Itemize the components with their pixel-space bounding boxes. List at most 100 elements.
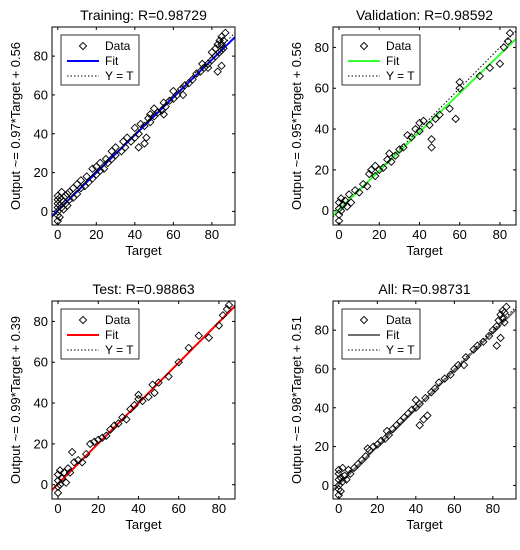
data-point: [140, 139, 149, 148]
y-tick-label: 60: [34, 355, 48, 370]
data-point: [85, 439, 95, 449]
data-point: [99, 164, 109, 173]
data-point: [340, 196, 350, 205]
data-point: [445, 104, 454, 113]
plot-content: [333, 28, 516, 225]
data-point: [407, 405, 417, 414]
data-point: [334, 475, 344, 484]
data-point: [336, 486, 345, 496]
legend-label: Fit: [386, 54, 400, 68]
data-point: [126, 404, 135, 414]
data-point: [346, 198, 356, 207]
y-tick-label: 0: [41, 204, 48, 219]
legend-data-marker: [359, 315, 369, 325]
data-point: [461, 353, 471, 362]
data-point: [134, 129, 143, 139]
data-point: [415, 399, 424, 409]
x-axis-label: Target: [125, 517, 162, 532]
data-point: [184, 343, 193, 353]
data-point: [114, 419, 123, 428]
y-tick-label: 40: [34, 396, 48, 411]
data-point: [153, 108, 163, 117]
data-point: [427, 143, 436, 152]
x-tick-label: 0: [54, 227, 61, 242]
data-point: [118, 413, 127, 422]
data-point: [475, 71, 485, 81]
x-tick-label: 60: [171, 501, 185, 516]
data-point: [164, 372, 173, 381]
data-point: [134, 390, 143, 400]
x-tick-label: 20: [370, 501, 384, 516]
legend-label: Data: [386, 39, 412, 53]
data-point: [111, 150, 120, 160]
legend-label: Fit: [386, 328, 400, 342]
x-tick-label: 0: [335, 227, 342, 242]
data-point: [391, 151, 400, 160]
data-point: [346, 469, 355, 479]
data-point: [370, 171, 380, 181]
data-point: [403, 130, 412, 140]
data-point: [77, 458, 87, 467]
y-tick-label: 60: [34, 87, 48, 102]
data-point: [370, 161, 380, 171]
legend-label: Data: [386, 313, 412, 327]
data-point: [498, 314, 507, 323]
data-point: [106, 425, 115, 434]
data-point: [172, 90, 182, 100]
data-point: [192, 69, 201, 78]
data-point: [161, 102, 170, 111]
data-point: [213, 67, 222, 76]
y-tick-label: 0: [41, 477, 48, 492]
data-point: [407, 132, 416, 142]
x-tick-label: 80: [205, 227, 219, 242]
chart-title: All: R=0.98731: [378, 281, 470, 297]
legend-label: Y = T: [105, 69, 134, 83]
data-point: [67, 447, 77, 457]
data-point: [55, 480, 65, 489]
data-point: [154, 378, 163, 387]
data-point: [338, 463, 347, 473]
data-point: [138, 396, 147, 406]
data-point: [415, 118, 424, 128]
data-point: [76, 176, 86, 185]
y-tick-label: 80: [315, 40, 329, 55]
data-point: [505, 28, 515, 38]
data-point: [455, 77, 464, 87]
data-point: [496, 333, 505, 343]
data-point: [492, 341, 501, 350]
legend-label: Y = T: [386, 343, 415, 357]
x-tick-label: 20: [91, 501, 105, 516]
axes-box: [51, 300, 236, 500]
data-point: [376, 436, 386, 446]
data-point: [203, 63, 213, 73]
data-point: [65, 468, 75, 477]
data-point: [338, 477, 347, 486]
data-point: [53, 482, 63, 491]
data-point: [455, 84, 464, 93]
fit-line: [333, 308, 516, 491]
data-point: [95, 158, 105, 168]
y-tick-label: 40: [315, 122, 329, 137]
data-point: [204, 333, 214, 342]
data-point: [435, 110, 444, 120]
data-point: [218, 311, 228, 320]
data-point: [134, 143, 143, 152]
x-tick-label: 0: [54, 501, 61, 516]
data-point: [134, 394, 143, 404]
y-tick-label: 20: [34, 165, 48, 180]
data-point: [130, 123, 140, 133]
data-point: [494, 316, 503, 325]
y-axis-label: Output ~= 0.95*Target + 0.56: [289, 42, 304, 210]
data-point: [88, 164, 97, 173]
y-tick-label: 20: [34, 436, 48, 451]
y-tick-label: 40: [34, 126, 48, 141]
data-point: [431, 114, 440, 124]
data-point: [59, 468, 69, 477]
data-point: [503, 37, 513, 46]
data-point: [451, 114, 460, 124]
data-point: [379, 163, 388, 173]
legend-label: Y = T: [386, 69, 415, 83]
